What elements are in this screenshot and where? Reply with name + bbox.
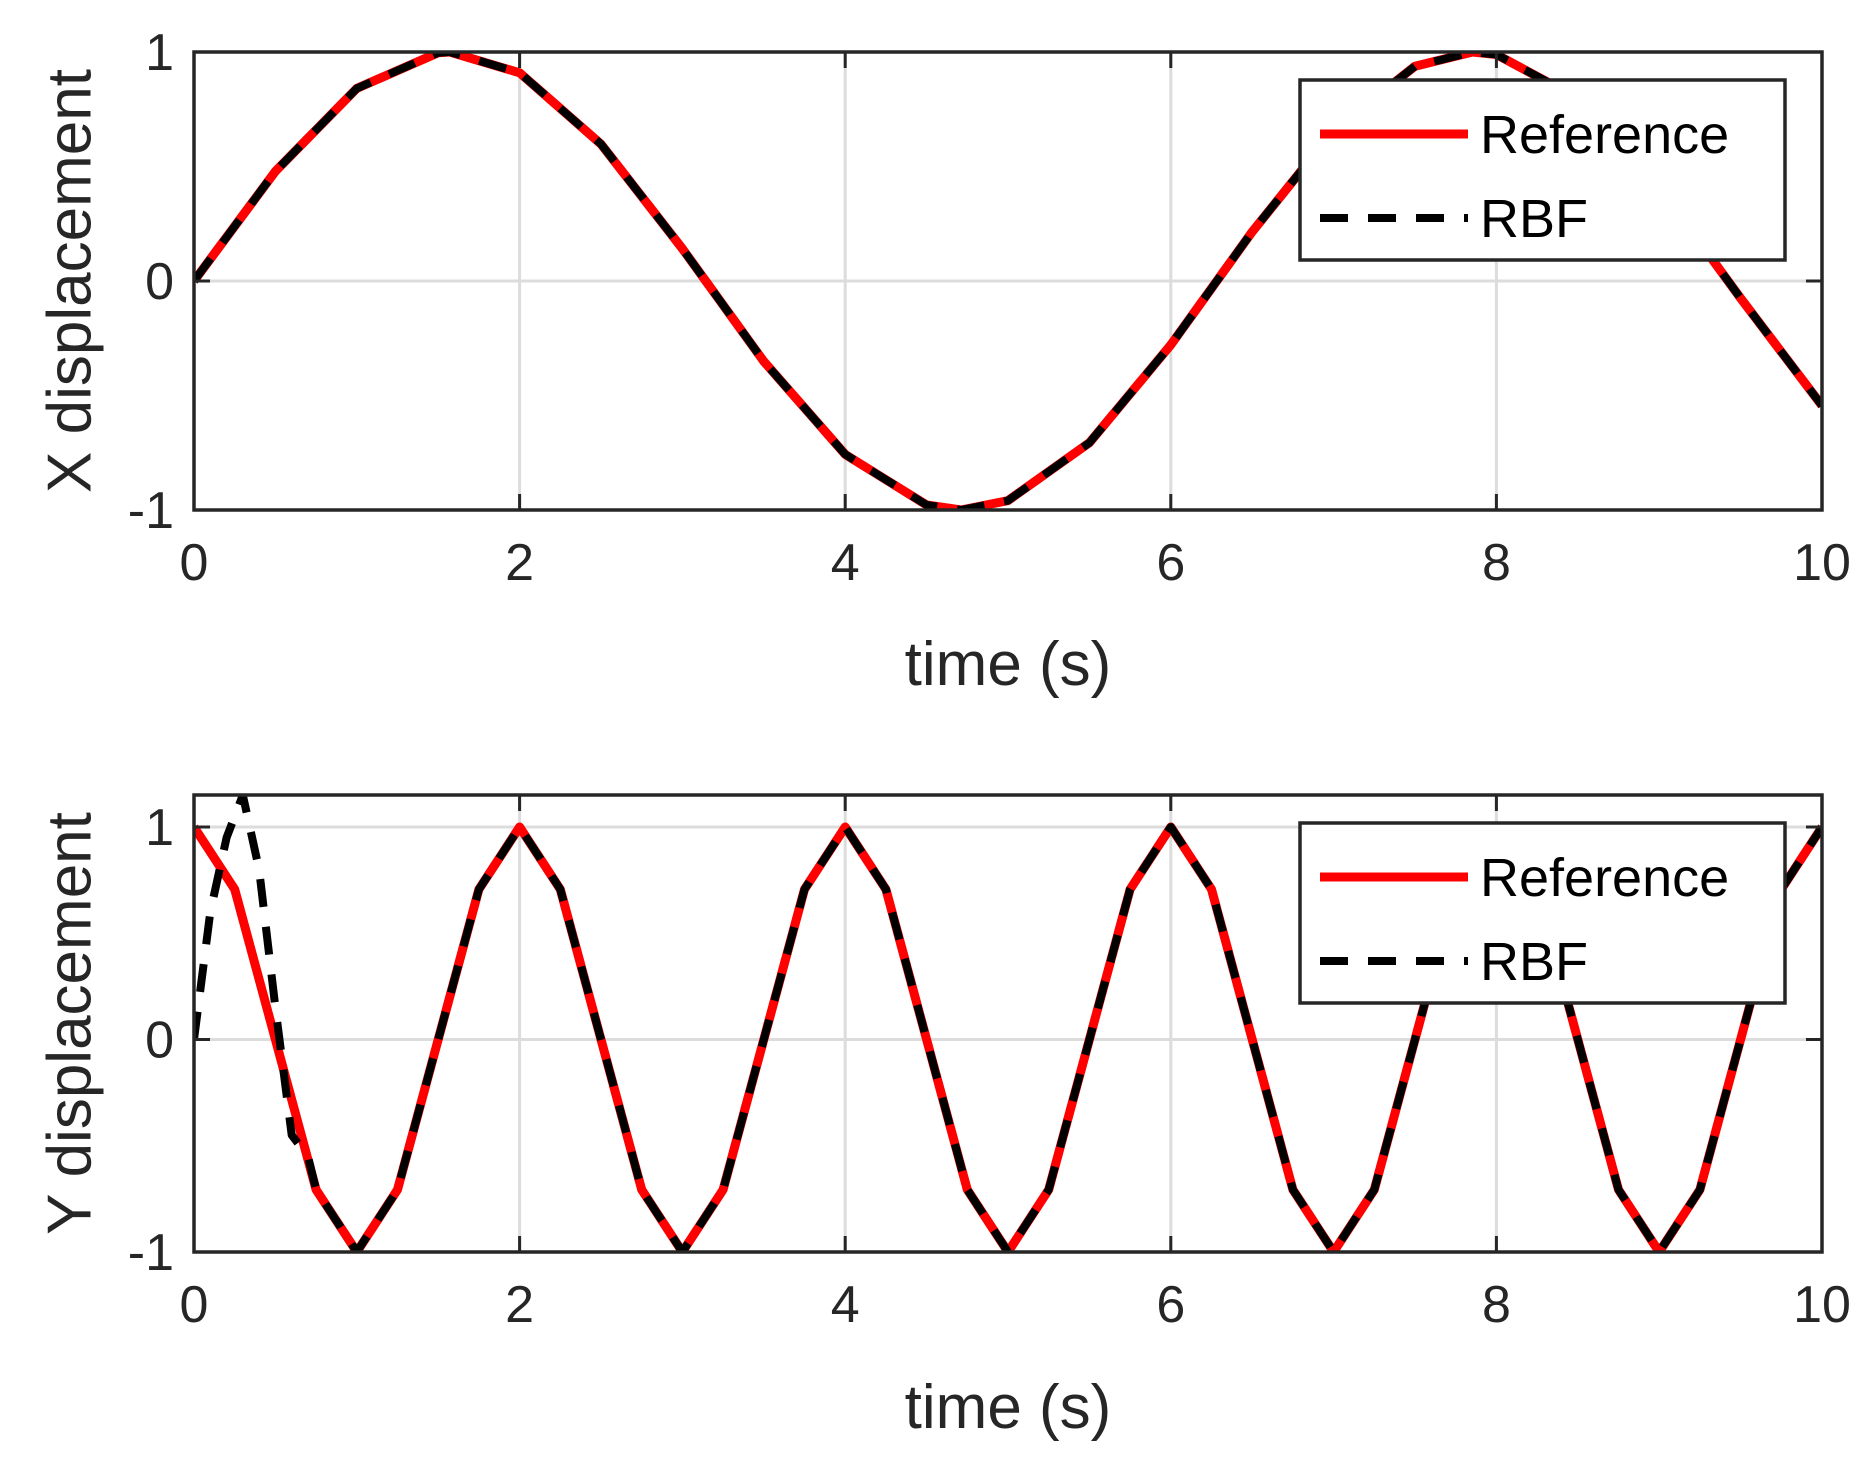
legend-label-rbf: RBF xyxy=(1480,932,1588,992)
y-axis-label: X displacement xyxy=(36,69,105,493)
x-tick-label: 2 xyxy=(505,1276,534,1334)
x-tick-label: 0 xyxy=(180,534,209,592)
legend-label-reference: Reference xyxy=(1480,105,1729,165)
legend-label-reference: Reference xyxy=(1480,848,1729,908)
x-tick-label: 8 xyxy=(1482,1276,1511,1334)
x-tick-label: 0 xyxy=(180,1276,209,1334)
x-tick-label: 6 xyxy=(1156,1276,1185,1334)
x-tick-label: 6 xyxy=(1156,534,1185,592)
x-axis-label: time (s) xyxy=(905,630,1112,699)
x-tick-label: 10 xyxy=(1793,534,1851,592)
legend-box xyxy=(1298,821,1787,1005)
y-tick-label: 0 xyxy=(145,1012,174,1070)
x-tick-label: 8 xyxy=(1482,534,1511,592)
y-tick-label: 1 xyxy=(145,799,174,857)
legend-label-rbf: RBF xyxy=(1480,189,1588,249)
legend-box xyxy=(1298,78,1787,262)
y-axis-label: Y displacement xyxy=(36,812,105,1235)
axes-box xyxy=(192,793,1824,1254)
y-tick-label: -1 xyxy=(128,482,174,540)
x-tick-label: 10 xyxy=(1793,1276,1851,1334)
legend: Reference RBF xyxy=(1298,78,1787,262)
y-tick-label: 0 xyxy=(145,253,174,311)
x-tick-label: 4 xyxy=(831,1276,860,1334)
legend: Reference RBF xyxy=(1298,821,1787,1005)
x-axis-label: time (s) xyxy=(905,1373,1112,1442)
y-tick-label: -1 xyxy=(128,1224,174,1282)
x-tick-label: 2 xyxy=(505,534,534,592)
x-tick-label: 4 xyxy=(831,534,860,592)
y-tick-label: 1 xyxy=(145,24,174,82)
